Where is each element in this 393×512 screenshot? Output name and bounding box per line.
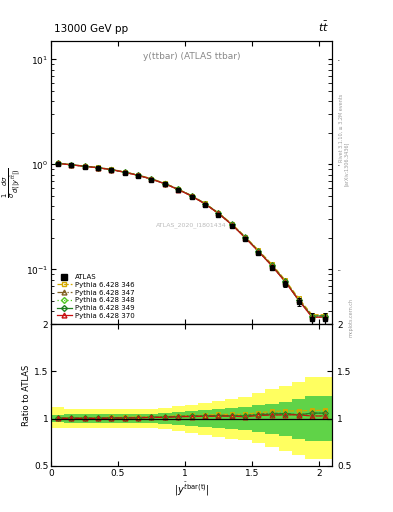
Text: 13000 GeV pp: 13000 GeV pp (54, 24, 128, 34)
Text: Rivet 3.1.10, ≥ 3.2M events: Rivet 3.1.10, ≥ 3.2M events (339, 94, 344, 162)
Text: y(ttbar) (ATLAS ttbar): y(ttbar) (ATLAS ttbar) (143, 52, 241, 61)
Text: ATLAS_2020_I1801434: ATLAS_2020_I1801434 (156, 222, 227, 228)
Text: mcplots.cern.ch: mcplots.cern.ch (349, 298, 354, 337)
Legend: ATLAS, Pythia 6.428 346, Pythia 6.428 347, Pythia 6.428 348, Pythia 6.428 349, P: ATLAS, Pythia 6.428 346, Pythia 6.428 34… (55, 272, 136, 321)
Text: $t\bar{t}$: $t\bar{t}$ (318, 19, 329, 34)
Y-axis label: $\frac{1}{\sigma}\frac{d\sigma}{d(|y^{t\bar{t}}|)}$: $\frac{1}{\sigma}\frac{d\sigma}{d(|y^{t\… (1, 167, 23, 198)
Text: [arXiv:1306.3436]: [arXiv:1306.3436] (344, 142, 349, 186)
X-axis label: $|y^{\bar{t}\mathrm{bar(t)}}|$: $|y^{\bar{t}\mathrm{bar(t)}}|$ (174, 480, 209, 498)
Y-axis label: Ratio to ATLAS: Ratio to ATLAS (22, 365, 31, 425)
